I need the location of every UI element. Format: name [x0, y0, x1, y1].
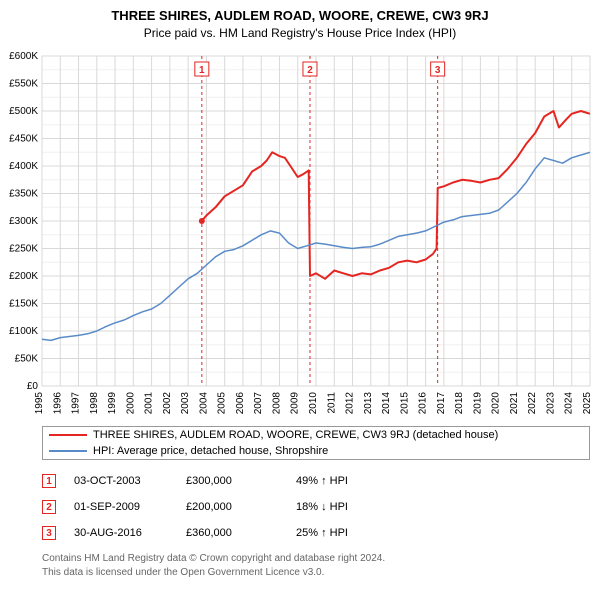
svg-text:2000: 2000 [125, 392, 136, 415]
svg-text:2018: 2018 [454, 392, 465, 415]
svg-text:1996: 1996 [52, 392, 63, 415]
transaction-date: 03-OCT-2003 [56, 475, 186, 487]
transaction-change: 49% ↑ HPI [296, 475, 348, 487]
svg-text:2021: 2021 [509, 392, 520, 415]
svg-text:2003: 2003 [180, 392, 191, 415]
footer-line1: Contains HM Land Registry data © Crown c… [42, 552, 385, 566]
transaction-price: £200,000 [186, 501, 296, 513]
svg-text:£400K: £400K [9, 161, 38, 172]
svg-text:2015: 2015 [399, 392, 410, 415]
legend-label: HPI: Average price, detached house, Shro… [93, 445, 328, 457]
svg-text:£350K: £350K [9, 189, 38, 200]
svg-text:2009: 2009 [290, 392, 301, 415]
svg-text:£600K: £600K [9, 51, 38, 62]
svg-text:2014: 2014 [381, 392, 392, 415]
legend-item: HPI: Average price, detached house, Shro… [43, 443, 589, 459]
transaction-marker: 2 [42, 500, 56, 514]
legend-swatch [49, 434, 87, 436]
svg-text:2005: 2005 [217, 392, 228, 415]
svg-text:2011: 2011 [326, 392, 337, 414]
transaction-change: 25% ↑ HPI [296, 527, 348, 539]
transaction-price: £300,000 [186, 475, 296, 487]
svg-text:2022: 2022 [527, 392, 538, 415]
svg-text:2016: 2016 [418, 392, 429, 415]
svg-text:2004: 2004 [198, 392, 209, 415]
transactions-table: 103-OCT-2003£300,00049% ↑ HPI201-SEP-200… [42, 468, 348, 546]
legend: THREE SHIRES, AUDLEM ROAD, WOORE, CREWE,… [42, 426, 590, 460]
transaction-row: 201-SEP-2009£200,00018% ↓ HPI [42, 494, 348, 520]
svg-text:2020: 2020 [491, 392, 502, 415]
transaction-row: 330-AUG-2016£360,00025% ↑ HPI [42, 520, 348, 546]
svg-text:1: 1 [199, 65, 205, 76]
svg-text:£250K: £250K [9, 244, 38, 255]
svg-text:2007: 2007 [253, 392, 264, 415]
svg-text:2002: 2002 [162, 392, 173, 415]
svg-text:2012: 2012 [345, 392, 356, 415]
svg-text:2: 2 [307, 65, 313, 76]
svg-text:£100K: £100K [9, 326, 38, 337]
svg-text:2025: 2025 [582, 392, 593, 415]
transaction-date: 30-AUG-2016 [56, 527, 186, 539]
footer-line2: This data is licensed under the Open Gov… [42, 566, 385, 580]
svg-text:1997: 1997 [71, 392, 82, 415]
svg-text:£450K: £450K [9, 134, 38, 145]
transaction-row: 103-OCT-2003£300,00049% ↑ HPI [42, 468, 348, 494]
svg-text:£550K: £550K [9, 79, 38, 90]
svg-text:£500K: £500K [9, 106, 38, 117]
svg-text:2019: 2019 [472, 392, 483, 415]
legend-swatch [49, 450, 87, 452]
svg-text:2006: 2006 [235, 392, 246, 415]
svg-text:1995: 1995 [34, 392, 45, 415]
svg-text:2010: 2010 [308, 392, 319, 415]
chart-svg: £0 £50K £100K £150K £200K £250K £300K £350K £400… [0, 0, 600, 426]
svg-text:£0: £0 [27, 381, 39, 392]
svg-text:2017: 2017 [436, 392, 447, 415]
transaction-price: £360,000 [186, 527, 296, 539]
svg-text:£300K: £300K [9, 216, 38, 227]
svg-text:3: 3 [435, 65, 441, 76]
transaction-change: 18% ↓ HPI [296, 501, 348, 513]
svg-text:£150K: £150K [9, 299, 38, 310]
svg-text:£200K: £200K [9, 271, 38, 282]
footer-attribution: Contains HM Land Registry data © Crown c… [42, 552, 385, 579]
svg-text:£50K: £50K [15, 354, 39, 365]
legend-item: THREE SHIRES, AUDLEM ROAD, WOORE, CREWE,… [43, 427, 589, 443]
svg-text:1999: 1999 [107, 392, 118, 415]
transaction-date: 01-SEP-2009 [56, 501, 186, 513]
svg-text:2024: 2024 [564, 392, 575, 415]
legend-label: THREE SHIRES, AUDLEM ROAD, WOORE, CREWE,… [93, 429, 498, 441]
svg-text:2013: 2013 [363, 392, 374, 415]
transaction-marker: 1 [42, 474, 56, 488]
transaction-marker: 3 [42, 526, 56, 540]
svg-text:1998: 1998 [89, 392, 100, 415]
svg-text:2008: 2008 [271, 392, 282, 415]
svg-text:2023: 2023 [545, 392, 556, 415]
svg-text:2001: 2001 [144, 392, 155, 415]
